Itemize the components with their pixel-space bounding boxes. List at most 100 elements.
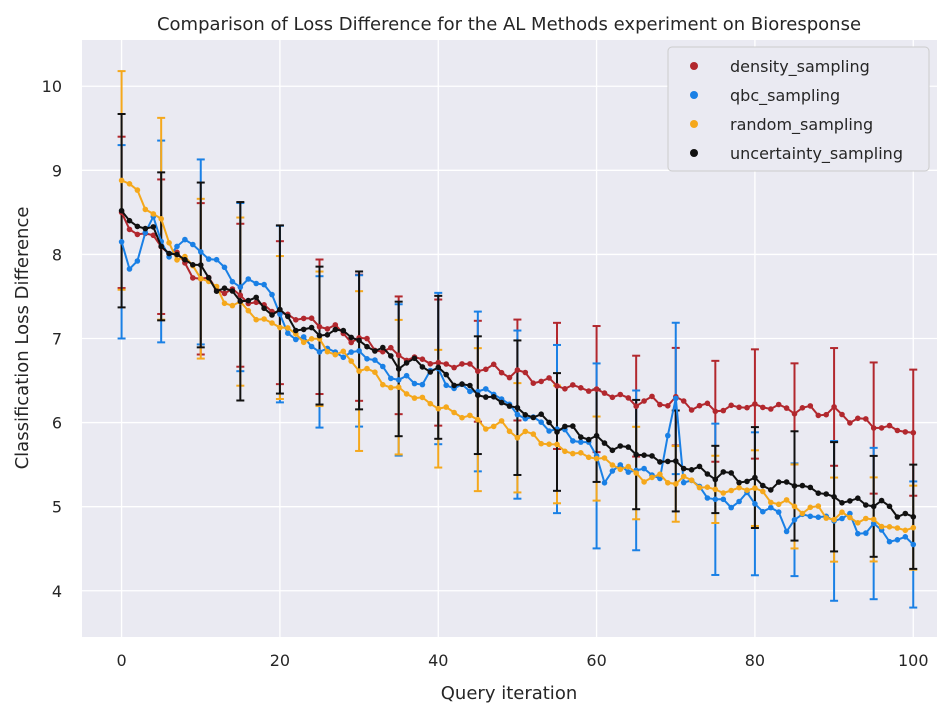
- data-point: [142, 206, 149, 213]
- data-point: [388, 344, 394, 351]
- data-point: [380, 363, 386, 370]
- data-point: [467, 412, 473, 419]
- data-point: [316, 349, 323, 355]
- data-point: [332, 326, 339, 333]
- data-point: [736, 484, 742, 491]
- legend-marker: [690, 120, 698, 128]
- data-point: [435, 405, 442, 412]
- data-point: [475, 368, 481, 375]
- data-point: [348, 334, 355, 341]
- data-point: [704, 471, 711, 477]
- data-point: [205, 256, 212, 262]
- data-point: [285, 330, 291, 337]
- legend-marker: [690, 149, 698, 157]
- data-point: [443, 361, 450, 367]
- data-point: [134, 187, 141, 193]
- data-point: [601, 480, 608, 486]
- data-point: [673, 395, 679, 402]
- data-point: [696, 484, 703, 491]
- series-group: [118, 177, 917, 548]
- x-tick-labels: 0 20 40 60 80 100: [116, 651, 928, 670]
- data-point: [649, 474, 655, 481]
- data-point: [688, 467, 695, 473]
- data-point: [760, 404, 766, 411]
- data-point: [380, 381, 386, 388]
- data-point: [126, 266, 133, 272]
- data-point: [657, 471, 663, 478]
- data-point: [878, 523, 885, 530]
- data-point: [300, 339, 307, 346]
- data-point: [134, 258, 141, 264]
- data-point: [332, 351, 339, 358]
- data-point: [395, 384, 402, 391]
- data-point: [728, 487, 734, 494]
- data-point: [150, 232, 157, 239]
- data-point: [625, 395, 632, 401]
- data-point: [388, 375, 394, 382]
- data-point: [768, 504, 774, 511]
- data-point: [300, 315, 307, 322]
- data-point: [293, 327, 299, 334]
- data-point: [261, 281, 267, 288]
- data-point: [174, 251, 180, 258]
- data-point: [126, 181, 133, 187]
- data-point: [641, 398, 647, 404]
- data-point: [799, 482, 806, 489]
- data-point: [799, 510, 806, 517]
- data-point: [720, 407, 727, 414]
- data-point: [728, 504, 734, 511]
- data-point: [308, 336, 315, 342]
- data-point: [712, 486, 719, 493]
- x-tick-label: 60: [586, 651, 606, 670]
- data-point: [839, 515, 845, 522]
- data-point: [190, 262, 196, 268]
- data-point: [316, 332, 323, 339]
- x-axis-label: Query iteration: [441, 683, 577, 704]
- data-point: [815, 412, 822, 419]
- data-point: [253, 294, 259, 301]
- legend-label: uncertainty_sampling: [730, 144, 903, 164]
- data-point: [831, 494, 837, 500]
- data-point: [356, 337, 362, 344]
- data-point: [760, 508, 766, 515]
- data-point: [459, 381, 465, 387]
- data-point: [823, 411, 829, 418]
- data-point: [356, 368, 362, 374]
- data-point: [245, 276, 252, 282]
- legend-label: random_sampling: [730, 115, 873, 135]
- y-tick-label: 6: [52, 414, 62, 433]
- data-point: [791, 503, 798, 510]
- data-point: [395, 352, 402, 359]
- data-point: [427, 361, 434, 367]
- data-point: [118, 207, 125, 214]
- data-point: [783, 405, 790, 411]
- data-point: [633, 470, 639, 476]
- data-point: [863, 515, 869, 522]
- data-point: [490, 423, 497, 430]
- data-point: [277, 311, 283, 317]
- data-point: [578, 434, 584, 440]
- data-point: [760, 488, 766, 495]
- data-point: [657, 459, 663, 465]
- data-point: [277, 324, 283, 331]
- data-point: [427, 369, 434, 375]
- data-point: [570, 423, 576, 429]
- data-point: [783, 479, 790, 485]
- data-point: [237, 284, 244, 290]
- data-point: [221, 264, 228, 271]
- data-point: [324, 348, 331, 355]
- data-point: [886, 538, 893, 545]
- data-point: [815, 503, 822, 509]
- data-point: [340, 354, 347, 361]
- data-point: [118, 177, 125, 184]
- data-point: [578, 439, 584, 445]
- data-point: [886, 503, 893, 510]
- data-point: [419, 394, 426, 401]
- data-point: [894, 525, 901, 531]
- data-point: [775, 401, 782, 408]
- data-point: [443, 404, 450, 410]
- data-point: [863, 416, 869, 422]
- data-point: [720, 469, 727, 475]
- data-point: [910, 429, 917, 436]
